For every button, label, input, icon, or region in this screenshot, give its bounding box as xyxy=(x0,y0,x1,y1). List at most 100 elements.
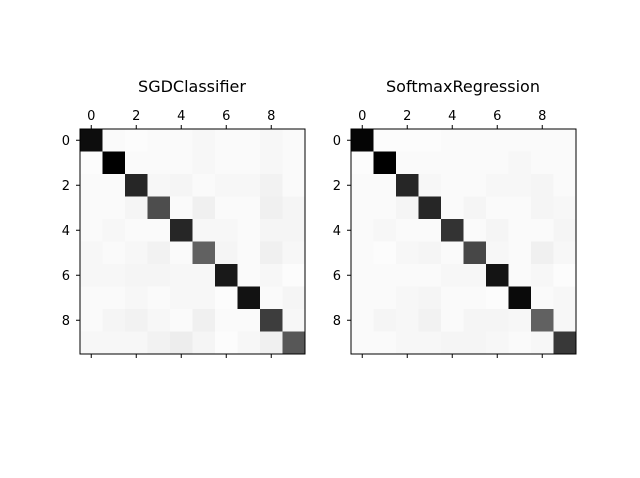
heatmap-cell xyxy=(486,286,509,310)
x-tick-label: 6 xyxy=(222,109,230,124)
heatmap-cell xyxy=(351,219,374,242)
heatmap-cell xyxy=(237,219,261,242)
heatmap-cell xyxy=(508,241,532,265)
heatmap-cell xyxy=(373,241,397,265)
heatmap-cell xyxy=(237,331,261,355)
heatmap-cell xyxy=(396,241,419,265)
heatmap-cell xyxy=(282,241,306,265)
heatmap-cell xyxy=(351,129,374,152)
heatmap-cell xyxy=(215,286,238,310)
heatmap-cell xyxy=(441,151,464,175)
heatmap-cell xyxy=(418,219,442,242)
heatmap-cell xyxy=(80,264,103,287)
heatmap-cell xyxy=(282,219,306,242)
heatmap-cell xyxy=(531,196,554,220)
heatmap-cell xyxy=(125,331,148,355)
y-tick-label: 2 xyxy=(333,179,341,194)
heatmap-cell xyxy=(441,241,464,265)
heatmap-cell xyxy=(80,331,103,355)
heatmap-cell xyxy=(147,196,171,220)
heatmap-cell xyxy=(418,264,442,287)
heatmap-cell xyxy=(373,151,397,175)
heatmap-cell xyxy=(215,129,238,152)
heatmap-cell xyxy=(553,129,577,152)
heatmap-cell xyxy=(260,151,283,175)
heatmap-cell xyxy=(531,174,554,197)
heatmap-cell xyxy=(170,331,193,355)
heatmap-cell xyxy=(418,151,442,175)
heatmap-cell xyxy=(396,151,419,175)
heatmap-cell xyxy=(125,286,148,310)
heatmap-cell xyxy=(102,219,126,242)
heatmap-cell xyxy=(531,219,554,242)
heatmap-cell xyxy=(215,309,238,332)
heatmap-cell xyxy=(351,331,374,355)
heatmap-cell xyxy=(282,196,306,220)
heatmap-cell xyxy=(508,151,532,175)
y-tick-label: 8 xyxy=(62,314,70,329)
softmax-ticks: 0 2 4 6 8 0 2 4 6 8 xyxy=(333,109,546,358)
heatmap-cell xyxy=(170,241,193,265)
heatmap-cell xyxy=(441,219,464,242)
softmax-chart-title: SoftmaxRegression xyxy=(386,77,540,96)
heatmap-cell xyxy=(531,241,554,265)
heatmap-cell xyxy=(215,196,238,220)
heatmap-cell xyxy=(553,151,577,175)
heatmap-cell xyxy=(170,129,193,152)
heatmap-cell xyxy=(441,286,464,310)
heatmap-cell xyxy=(418,286,442,310)
heatmap-cell xyxy=(192,309,216,332)
heatmap-cell xyxy=(282,174,306,197)
heatmap-cell xyxy=(215,151,238,175)
heatmap-cell xyxy=(192,331,216,355)
heatmap-cell xyxy=(102,241,126,265)
heatmap-cell xyxy=(396,129,419,152)
heatmap-cell xyxy=(125,151,148,175)
heatmap-cell xyxy=(260,129,283,152)
y-tick-label: 0 xyxy=(62,134,70,149)
heatmap-cell xyxy=(373,129,397,152)
heatmap-cell xyxy=(531,129,554,152)
heatmap-cell xyxy=(125,219,148,242)
heatmap-cell xyxy=(192,174,216,197)
softmax-axes-frame xyxy=(350,128,577,355)
heatmap-cell xyxy=(125,241,148,265)
heatmap-cell xyxy=(147,286,171,310)
heatmap-cell xyxy=(418,309,442,332)
heatmap-cell xyxy=(260,331,283,355)
heatmap-cell xyxy=(396,174,419,197)
heatmap-cell xyxy=(125,196,148,220)
heatmap-cell xyxy=(373,309,397,332)
heatmap-cell xyxy=(486,331,509,355)
softmax-confusion-matrix-panel: SoftmaxRegression 0 2 4 6 8 0 2 4 6 8 xyxy=(333,77,577,358)
sgd-axes-frame xyxy=(79,128,306,355)
heatmap-cell xyxy=(80,241,103,265)
heatmap-cell xyxy=(125,129,148,152)
heatmap-cell xyxy=(373,219,397,242)
heatmap-cell xyxy=(351,174,374,197)
heatmap-cell xyxy=(80,219,103,242)
heatmap-cell xyxy=(80,151,103,175)
heatmap-cell xyxy=(508,196,532,220)
heatmap-cell xyxy=(351,151,374,175)
heatmap-cell xyxy=(508,309,532,332)
heatmap-cell xyxy=(170,174,193,197)
x-tick-label: 8 xyxy=(538,109,546,124)
sgd-confusion-matrix-panel: SGDClassifier 0 2 4 6 8 0 2 4 6 8 xyxy=(62,77,306,358)
heatmap-cell xyxy=(237,309,261,332)
heatmap-cell xyxy=(237,196,261,220)
heatmap-cell xyxy=(531,264,554,287)
heatmap-cell xyxy=(80,309,103,332)
heatmap-cell xyxy=(553,174,577,197)
heatmap-cell xyxy=(260,286,283,310)
heatmap-cell xyxy=(351,286,374,310)
heatmap-cell xyxy=(486,264,509,287)
x-tick-label: 0 xyxy=(358,109,366,124)
heatmap-cell xyxy=(441,264,464,287)
heatmap-cell xyxy=(351,241,374,265)
heatmap-cell xyxy=(508,129,532,152)
heatmap-cell xyxy=(102,151,126,175)
x-tick-label: 2 xyxy=(403,109,411,124)
heatmap-cell xyxy=(192,286,216,310)
